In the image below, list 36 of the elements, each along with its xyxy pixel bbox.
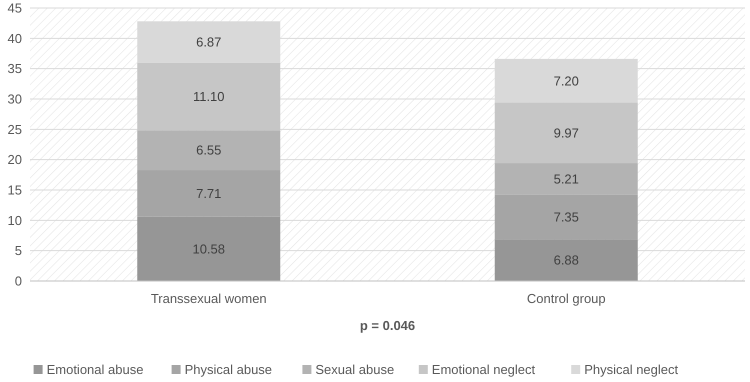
data-label: 11.10 xyxy=(192,89,225,104)
x-tick-label: Transsexual women xyxy=(150,291,267,306)
bar xyxy=(494,102,638,164)
bar xyxy=(137,62,280,130)
y-tick-label: 40 xyxy=(8,30,22,46)
y-tick-label: 45 xyxy=(8,0,22,16)
data-label: 6.88 xyxy=(554,252,579,268)
bar xyxy=(137,170,280,217)
y-tick-label: 30 xyxy=(8,92,22,107)
bar xyxy=(494,163,638,195)
text: p = 0.046 xyxy=(360,318,416,333)
bar xyxy=(494,194,638,240)
data-label: 7.71 xyxy=(196,186,222,201)
data-label: 10.58 xyxy=(192,241,226,256)
data-label: 6.87 xyxy=(196,34,222,50)
y-tick-label: 35 xyxy=(8,61,22,76)
data-label: 7.35 xyxy=(554,210,579,225)
y-tick-label: 25 xyxy=(8,122,22,137)
y-tick-label: 5 xyxy=(14,243,22,258)
legend-label: Emotional abuse xyxy=(46,362,144,377)
legend-label: Physical neglect xyxy=(584,362,679,377)
y-tick-label: 0 xyxy=(14,274,22,289)
data-label: 7.20 xyxy=(554,73,579,88)
data-label: 5.21 xyxy=(554,171,579,186)
data-label: 6.55 xyxy=(196,142,222,158)
legend-label: Emotional neglect xyxy=(432,362,536,377)
legend-label: Sexual abuse xyxy=(315,362,394,377)
x-tick-label: Control group xyxy=(526,291,606,306)
legend-label: Physical abuse xyxy=(184,362,272,377)
data-label: 9.97 xyxy=(554,125,579,140)
bar xyxy=(137,216,280,281)
bar xyxy=(137,130,280,170)
y-tick-label: 20 xyxy=(8,152,22,168)
bar xyxy=(494,239,638,281)
y-tick-label: 15 xyxy=(8,182,22,198)
y-tick-label: 10 xyxy=(8,212,22,228)
